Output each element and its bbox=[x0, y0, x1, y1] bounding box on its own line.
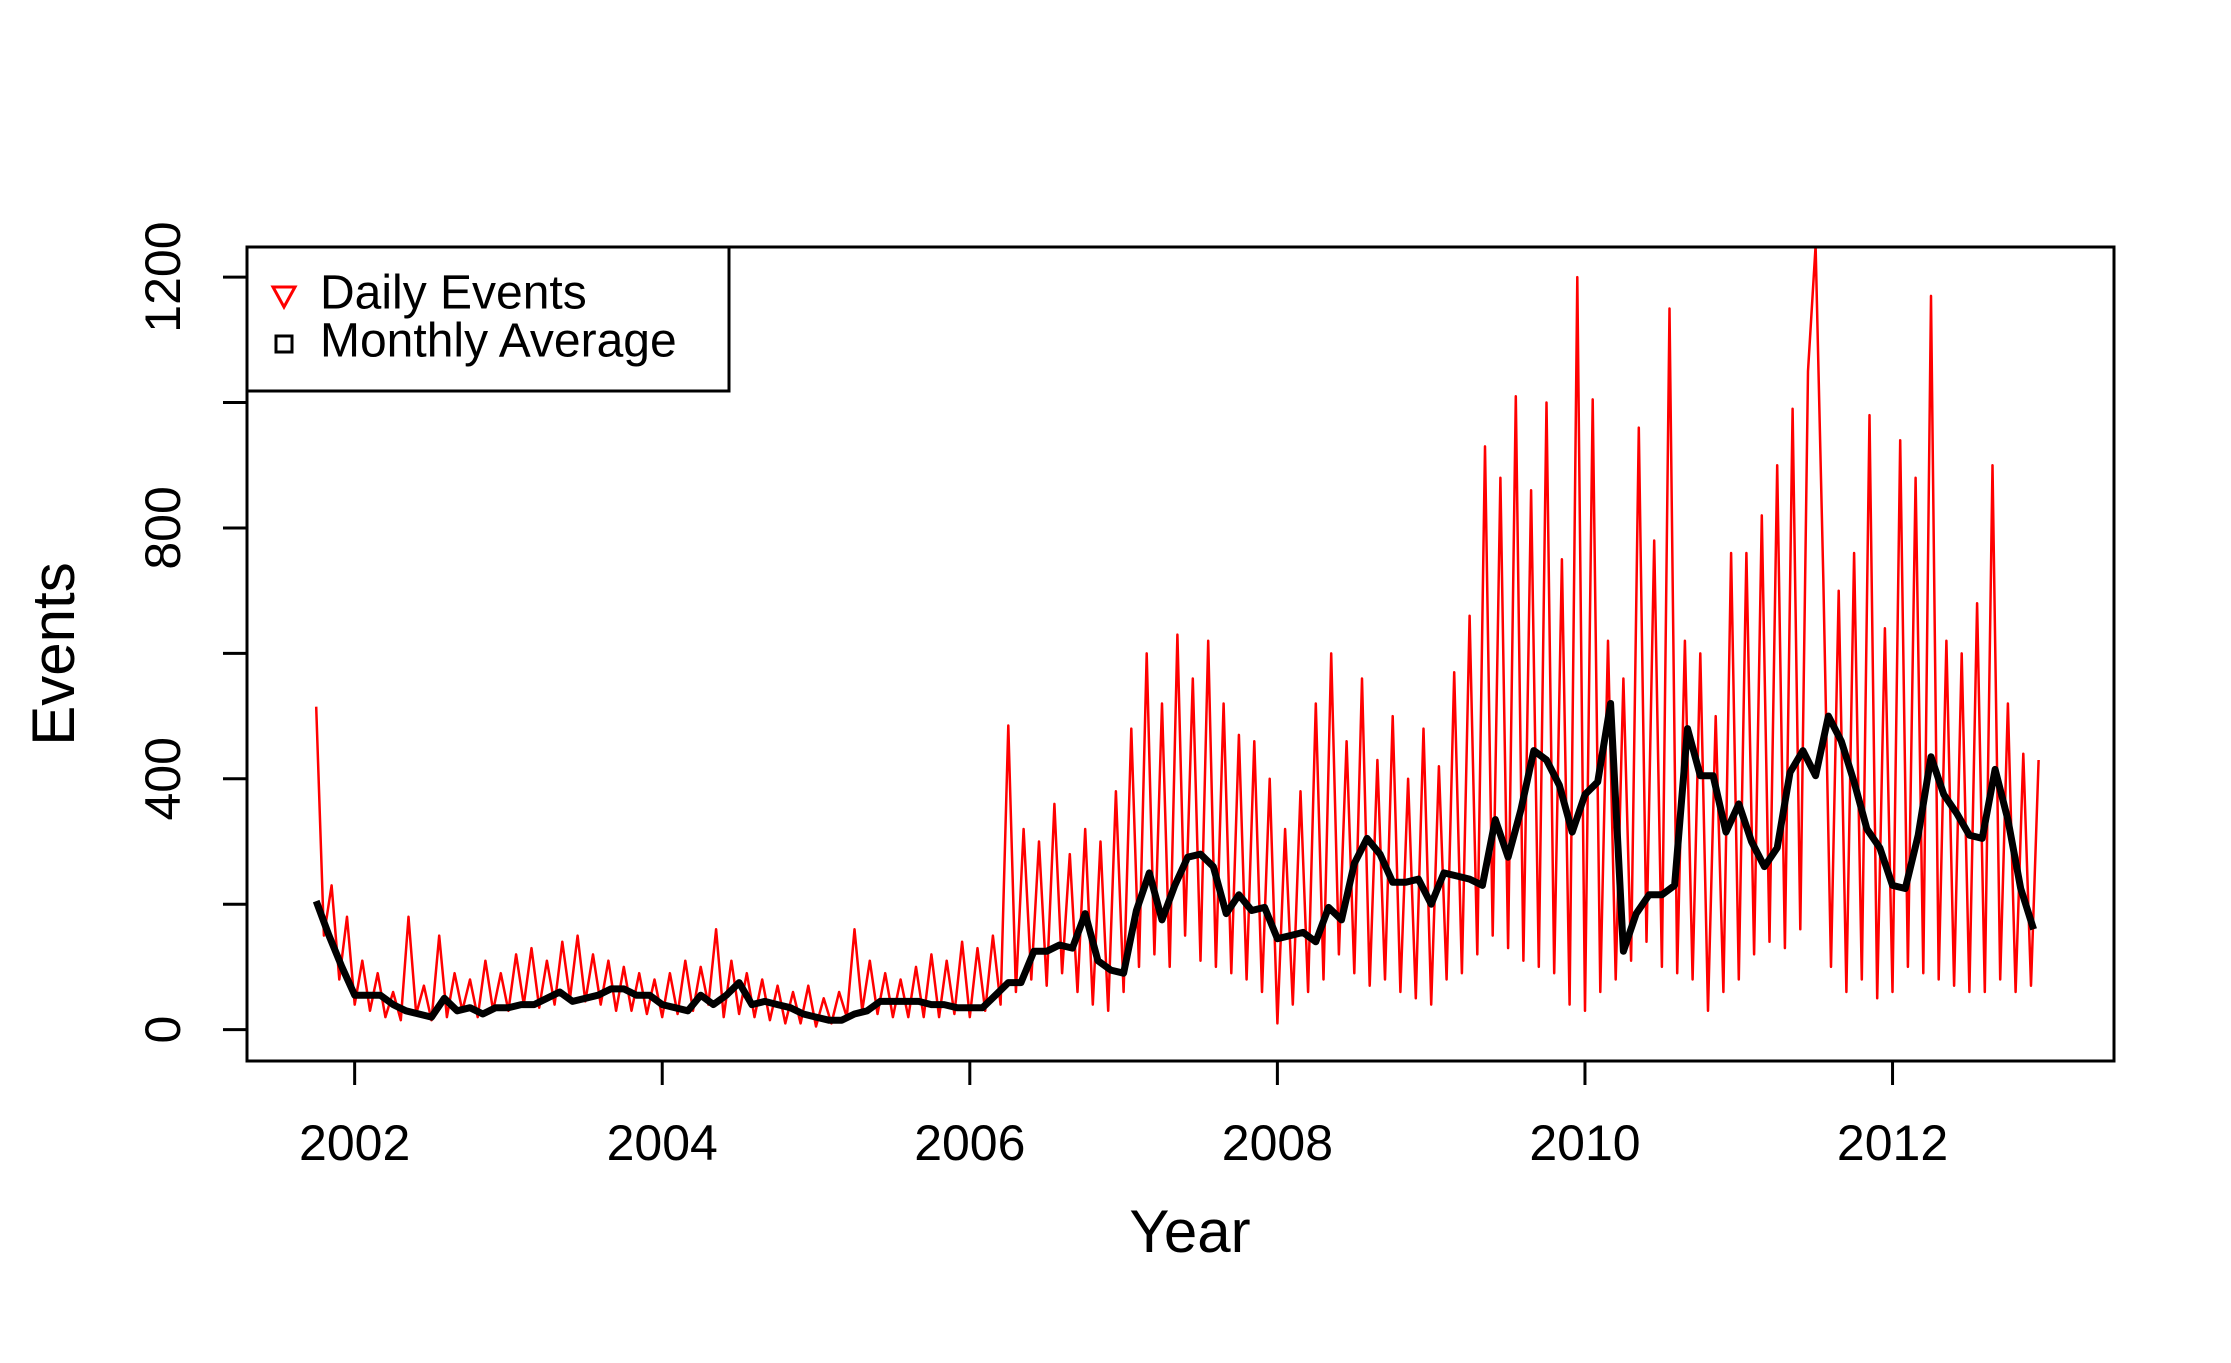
x-tick-label: 2012 bbox=[1837, 1115, 1948, 1171]
y-tick-label: 800 bbox=[135, 486, 191, 569]
plot-area bbox=[312, 247, 2040, 1028]
x-tick-label: 2008 bbox=[1222, 1115, 1333, 1171]
series-line bbox=[312, 700, 2037, 1024]
legend-label: Monthly Average bbox=[320, 315, 677, 368]
legend-label: Daily Events bbox=[320, 267, 587, 320]
x-axis-label: Year bbox=[1129, 1198, 1250, 1265]
x-tick-label: 2004 bbox=[607, 1115, 718, 1171]
legend-marker bbox=[274, 334, 294, 354]
y-tick-label: 0 bbox=[135, 1016, 191, 1044]
x-tick-label: 2002 bbox=[299, 1115, 410, 1171]
x-tick-label: 2010 bbox=[1529, 1115, 1640, 1171]
y-tick-label: 400 bbox=[135, 737, 191, 820]
y-axis-label: Events bbox=[20, 562, 87, 745]
x-tick-label: 2006 bbox=[914, 1115, 1025, 1171]
y-tick-label: 1200 bbox=[135, 221, 191, 332]
legend-box bbox=[245, 245, 731, 393]
legend-marker bbox=[270, 285, 298, 311]
